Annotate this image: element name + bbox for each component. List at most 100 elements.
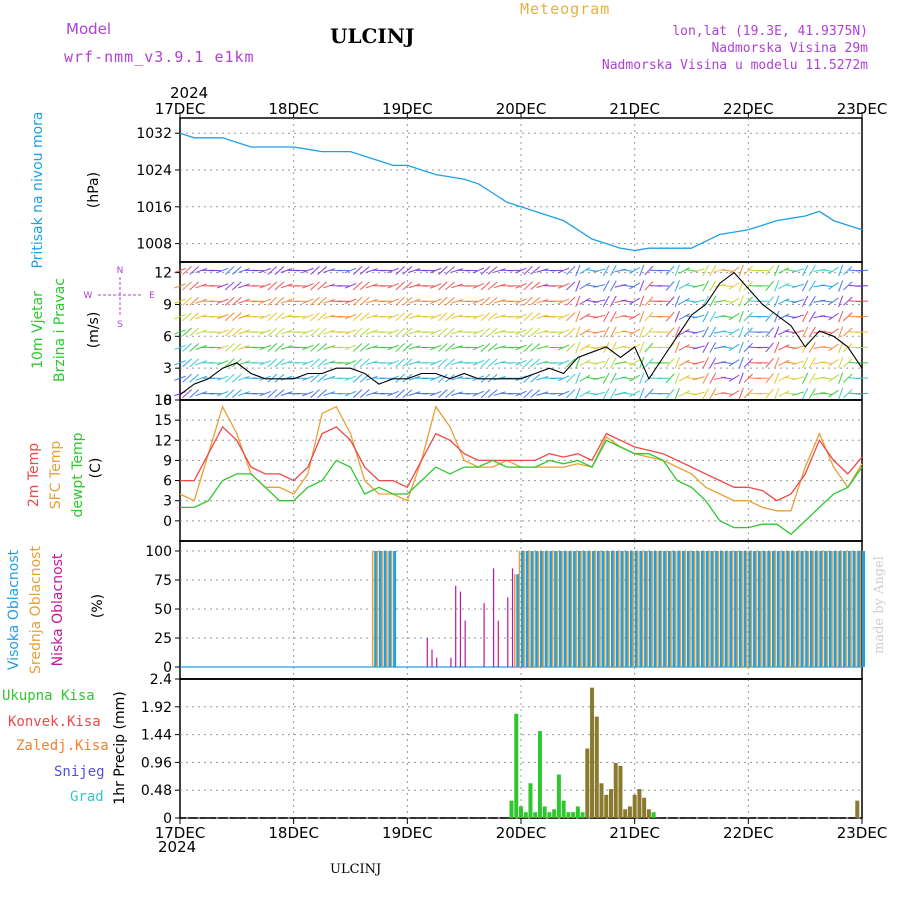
wind-arrow [344,375,357,381]
pressure-line [179,132,863,252]
wind-arrow [808,388,816,400]
wind-arrow [609,357,617,369]
wind-arrow [593,314,606,319]
wind-arrow [515,390,527,397]
wind-arrow [621,269,634,272]
precip-bar [580,812,585,818]
wind-arrow [728,359,740,367]
wind-arrow [493,329,506,335]
wind-arrow [402,343,413,352]
wind-arrow [523,327,533,337]
wind-arrow [692,391,705,396]
wind-arrow [182,312,192,322]
bottom-time-label: 17DEC [155,824,206,842]
wind-arrow [395,296,406,306]
wind-arrow [317,343,327,352]
wind-arrow [629,266,641,274]
wind-arrow [629,374,641,382]
wind-arrow [721,361,734,365]
wind-arrow [738,372,744,385]
wind-arrow [665,265,675,276]
wind-arrow [395,389,406,399]
high-cloud-bar [615,551,619,667]
high-cloud-bar [563,551,567,667]
high-cloud-bar [710,551,714,667]
wind-arrow [575,357,581,369]
wind-arrow [843,358,853,368]
wind-arrow [678,344,690,351]
wind-arrow [352,296,363,306]
wind-arrow [280,344,293,350]
wind-arrow [579,266,591,275]
wind-arrow [536,299,549,304]
wind-arrow [487,389,498,398]
wind-arrow [402,358,413,368]
wind-arrow [621,376,634,380]
wind-arrow [575,372,581,385]
high-cloud-bar [776,551,780,667]
wind-arrow [778,282,790,290]
wind-arrow [721,346,734,349]
wind-arrow [575,341,581,354]
precip-bar [637,789,642,818]
wind-arrow [778,344,790,351]
wind-arrow [678,282,690,290]
wind-arrow [216,360,229,366]
wind-arrow [451,345,463,350]
high-cloud-axis-title: Visoka Oblacnost [6,549,22,670]
wind-arrow [317,312,327,322]
wind-arrow [267,312,278,322]
bottom-time-label: 22DEC [723,824,774,842]
precip-bar [533,812,538,818]
high-cloud-bar [805,551,809,667]
wind-arrow [602,372,610,384]
wind-arrow [721,315,734,319]
wind-arrow [621,361,634,365]
wind-arrow [238,360,250,366]
wind-arrow [838,326,844,338]
station-title: ULCINJ [330,24,415,48]
precip-bar [855,800,860,818]
high-cloud-bar [781,551,785,667]
wind-arrow [702,372,709,384]
wind-arrow [709,341,717,353]
wind-arrow [575,295,581,308]
wind-arrow [602,357,610,369]
precip-ytick-label: 2.4 [150,672,172,688]
wind-arrow [523,342,533,352]
wind-arrow [801,280,809,292]
pressure-ytick-label: 1032 [136,126,172,142]
wind-arrow [195,283,208,289]
wind-arrow [702,295,709,307]
wind-arrow [487,312,498,321]
wind-arrow [267,343,278,352]
wind-arrow [438,389,448,399]
wind-arrow [801,372,809,384]
wind-arrow [487,343,498,352]
wind-arrow [231,343,242,352]
wind-arrow [280,268,293,273]
wind-arrow [565,281,576,291]
wind-arrow [344,283,357,289]
precip-bar [646,809,651,818]
compass-n: N [117,266,124,276]
wind-arrow [838,295,844,308]
wind-arrow [565,342,576,352]
wind-arrow [728,313,740,321]
wind-arrow [182,373,192,383]
wind-arrow [408,298,421,304]
wind-arrow [609,264,617,277]
wind-arrow [728,343,740,352]
wind-arrow [515,283,527,289]
high-cloud-bar [833,551,837,667]
wind-arrow [231,389,242,399]
precip-ytick-label: 0.48 [141,783,172,799]
wind-arrow [310,389,320,399]
wind-arrow [621,345,634,349]
wind-arrow [352,358,363,368]
wind-arrow [267,266,278,275]
wind-arrow [451,391,463,396]
wind-arrow [238,329,250,335]
wind-arrow [602,311,610,323]
pressure-ytick-label: 1016 [136,200,172,216]
